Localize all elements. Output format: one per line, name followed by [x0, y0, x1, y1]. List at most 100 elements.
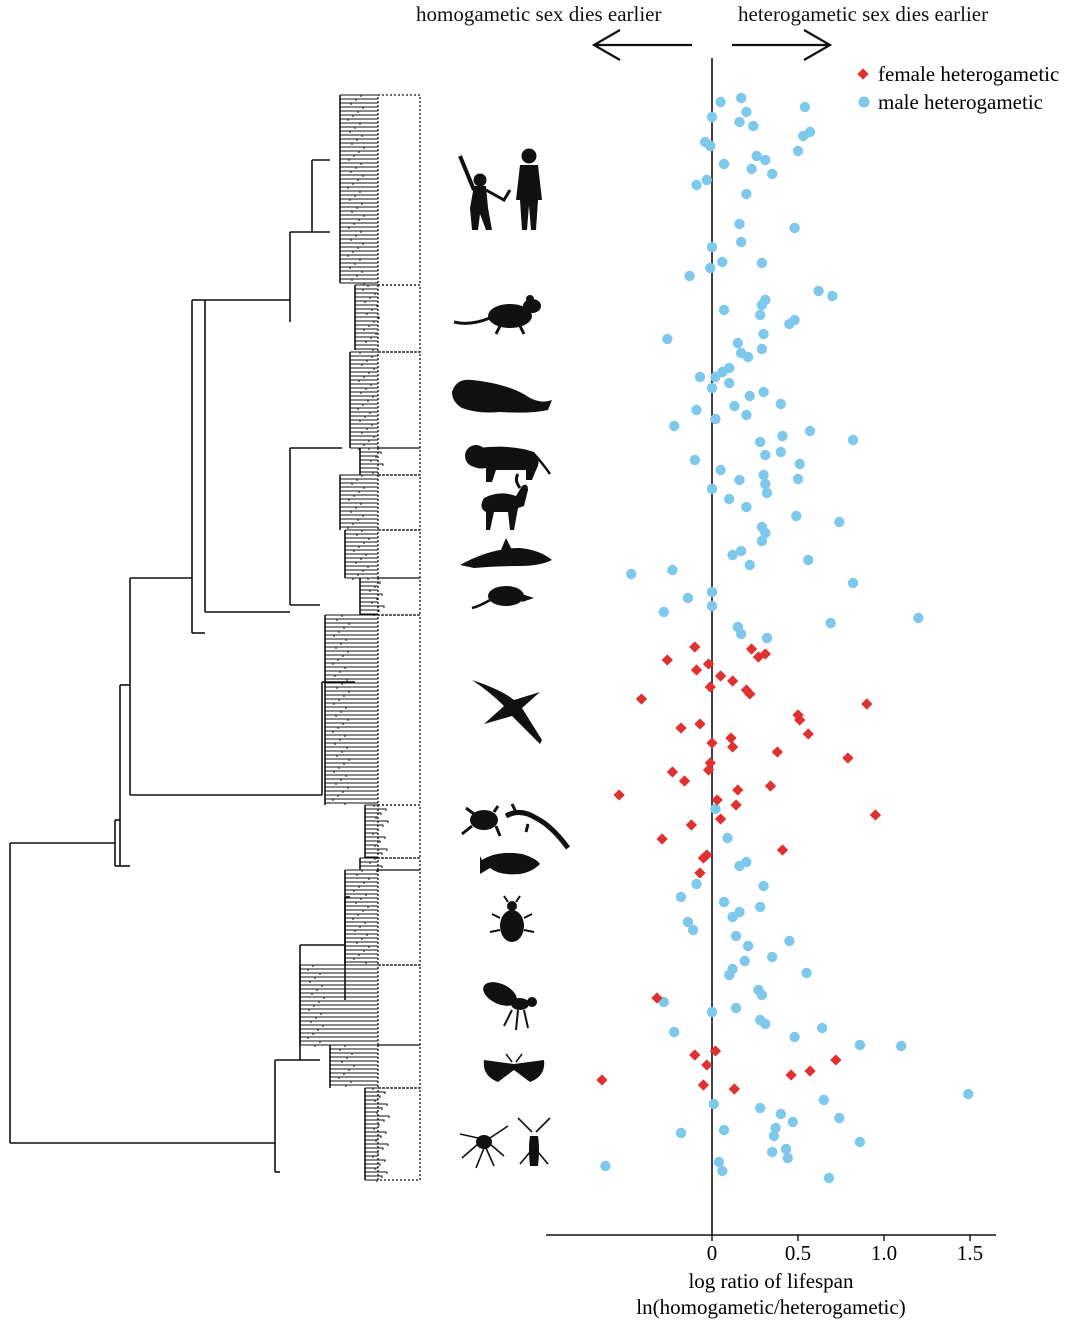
female-point [702, 658, 715, 670]
tree-tip [300, 992, 378, 995]
tree-tip [355, 316, 380, 319]
rodent-icon [453, 295, 541, 335]
male-point [823, 1172, 835, 1184]
tree-tip [345, 873, 378, 876]
male-point [834, 1112, 845, 1124]
tree-tip [325, 746, 378, 749]
tree-tip [300, 984, 378, 987]
tree-tip [365, 1171, 388, 1174]
tree-tip [365, 1135, 382, 1138]
tree-tip [300, 1024, 378, 1027]
tree-tip [350, 351, 378, 354]
tree-tip [340, 142, 378, 145]
tree-tip [350, 399, 378, 402]
tree-tip [360, 577, 378, 580]
tree-tip [350, 355, 378, 358]
tree-tip [330, 1044, 378, 1047]
male-point [767, 168, 778, 180]
male-point [782, 1152, 793, 1164]
x-axis-subtitle: ln(homogametic/heterogametic) [636, 1295, 905, 1319]
male-point [734, 860, 745, 872]
male-point [768, 1130, 780, 1142]
phylogeny-tip-lines [300, 94, 390, 1182]
tree-tip [365, 1127, 378, 1130]
tree-tip [330, 1068, 378, 1071]
tree-tip [325, 706, 378, 709]
tree-tip [325, 642, 378, 645]
tree-tip [325, 674, 378, 677]
tree-tip [350, 423, 378, 426]
tree-tip [360, 865, 383, 868]
male-point [684, 270, 695, 282]
legend-item-male: male heterogametic [858, 90, 1043, 114]
tree-tip [355, 332, 378, 335]
tree-tip [350, 387, 378, 390]
tree-tip [345, 949, 378, 952]
male-point [734, 116, 745, 128]
tree-tip [365, 1131, 387, 1134]
tree-tip [325, 802, 378, 805]
tree-tip [360, 593, 383, 596]
male-point [748, 120, 759, 132]
tree-tip [325, 682, 378, 685]
female-point [752, 651, 765, 663]
tree-tip [340, 150, 378, 153]
male-point [758, 328, 769, 340]
tree-tip [360, 601, 378, 604]
female-point [690, 664, 703, 676]
tree-tip [345, 957, 378, 960]
male-point [780, 1143, 792, 1155]
tree-tip [340, 126, 378, 129]
female-point [869, 809, 882, 821]
tree-tip [330, 1060, 378, 1063]
tree-tip [360, 857, 378, 860]
tree-tip [345, 533, 378, 536]
male-point [710, 803, 721, 815]
male-point [755, 436, 766, 448]
tree-tip [325, 718, 378, 721]
male-point [715, 96, 726, 108]
tree-tip [340, 514, 378, 517]
male-point [847, 434, 859, 446]
tree-tip [365, 820, 389, 823]
tree-tip [340, 518, 378, 521]
tree-tip [300, 1020, 378, 1023]
clade-bracket [377, 857, 421, 871]
tree-tip [355, 336, 378, 339]
male-point [724, 969, 735, 981]
silhouettes [452, 148, 571, 1169]
tree-tip [365, 1175, 383, 1178]
tree-tip [355, 344, 379, 347]
tree-tip [340, 174, 378, 177]
tree-tip [365, 1147, 384, 1150]
tree-tip [350, 407, 378, 410]
male-point [746, 163, 757, 175]
female-point [711, 794, 723, 806]
tree-tip [325, 638, 378, 641]
clade-bracket [377, 577, 421, 616]
male-point [727, 911, 738, 923]
tree-tip [355, 324, 378, 327]
tree-tip [365, 1143, 389, 1146]
male-point [751, 150, 762, 162]
legend-male-marker [858, 96, 870, 108]
tree-tip [340, 158, 378, 161]
tree-tip [365, 1151, 379, 1154]
tree-tip [340, 186, 378, 189]
tree-tip [345, 561, 378, 564]
x-axis-title: log ratio of lifespan [688, 1269, 854, 1293]
tree-tip [340, 202, 378, 205]
male-point [816, 1022, 828, 1034]
tree-tip [365, 816, 378, 819]
male-point [854, 1039, 866, 1051]
female-point [709, 1045, 722, 1057]
tree-tip [345, 549, 378, 552]
clade-bracket [377, 284, 421, 353]
tree-tip [360, 597, 378, 600]
female-point [697, 852, 710, 864]
male-point [717, 1165, 728, 1177]
tree-tip [340, 278, 378, 281]
male-point [741, 106, 752, 118]
goat-icon [481, 473, 528, 530]
